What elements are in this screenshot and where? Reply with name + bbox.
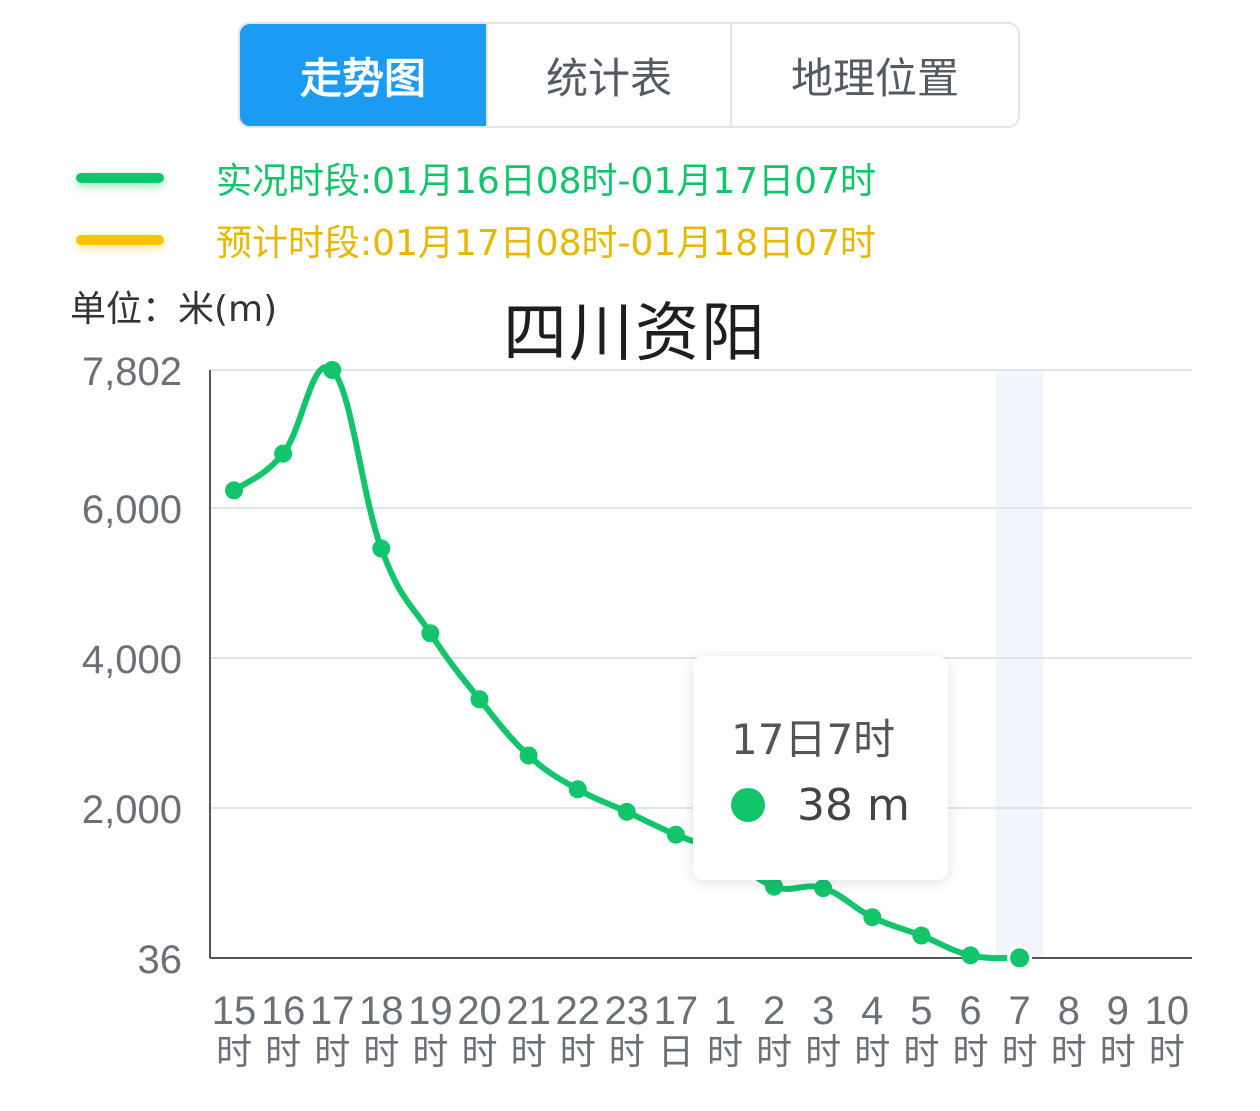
data-point bbox=[814, 879, 833, 898]
x-tick-label: 17 bbox=[654, 989, 699, 1033]
data-point bbox=[519, 746, 538, 765]
legend-observed: 实况时段:01月16日08时-01月17日07时 bbox=[76, 148, 876, 208]
data-point bbox=[274, 444, 293, 463]
data-point bbox=[421, 624, 440, 643]
legend-forecast-label: 预计时段:01月17日08时-01月18日07时 bbox=[216, 223, 876, 264]
x-tick-label: 时 bbox=[511, 1032, 547, 1073]
x-tick-label: 时 bbox=[952, 1032, 988, 1073]
data-point bbox=[666, 825, 685, 844]
x-tick-label: 6 bbox=[959, 989, 981, 1033]
tooltip-series-dot bbox=[731, 788, 765, 822]
x-tick-label: 20 bbox=[457, 989, 502, 1033]
tooltip-value-row: 38 m bbox=[797, 780, 910, 831]
x-tick-label: 8 bbox=[1058, 989, 1080, 1033]
x-tick-label: 日 bbox=[658, 1032, 694, 1073]
tab-location[interactable]: 地理位置 bbox=[730, 24, 1018, 126]
x-tick-label: 21 bbox=[506, 989, 551, 1033]
x-tick-label: 时 bbox=[756, 1032, 792, 1073]
x-tick-label: 7 bbox=[1008, 989, 1030, 1033]
x-tick-label: 时 bbox=[265, 1032, 301, 1073]
view-tabs: 走势图 统计表 地理位置 bbox=[238, 22, 1020, 128]
y-tick-label: 36 bbox=[138, 938, 183, 982]
y-tick-label: 4,000 bbox=[82, 638, 182, 682]
tooltip-unit: m bbox=[867, 780, 910, 831]
x-tick-label: 19 bbox=[408, 989, 453, 1033]
tab-trend[interactable]: 走势图 bbox=[240, 24, 486, 126]
legend-forecast: 预计时段:01月17日08时-01月18日07时 bbox=[76, 210, 876, 270]
x-tick-label: 10 bbox=[1145, 989, 1190, 1033]
x-tick-label: 时 bbox=[1100, 1032, 1136, 1073]
unit-label: 单位：米(m) bbox=[70, 289, 278, 330]
tab-statistics[interactable]: 统计表 bbox=[486, 24, 730, 126]
y-tick-label: 2,000 bbox=[82, 788, 182, 832]
data-point bbox=[765, 877, 784, 896]
x-tick-label: 2 bbox=[763, 989, 785, 1033]
x-tick-label: 时 bbox=[314, 1032, 350, 1073]
x-tick-label: 1 bbox=[714, 989, 736, 1033]
x-tick-label: 15 bbox=[212, 989, 257, 1033]
x-tick-label: 3 bbox=[812, 989, 834, 1033]
x-tick-label: 时 bbox=[560, 1032, 596, 1073]
x-tick-label: 时 bbox=[805, 1032, 841, 1073]
x-tick-label: 17 bbox=[310, 989, 355, 1033]
x-tick-label: 9 bbox=[1107, 989, 1129, 1033]
x-tick-label: 23 bbox=[605, 989, 650, 1033]
y-tick-label: 6,000 bbox=[82, 488, 182, 532]
y-tick-label: 7,802 bbox=[82, 350, 182, 394]
x-tick-label: 时 bbox=[854, 1032, 890, 1073]
x-tick-label: 4 bbox=[861, 989, 883, 1033]
data-point bbox=[961, 946, 980, 965]
x-tick-label: 18 bbox=[359, 989, 404, 1033]
tooltip-time: 17日7时 bbox=[731, 715, 896, 764]
legend-observed-label: 实况时段:01月16日08时-01月17日07时 bbox=[216, 161, 876, 202]
x-tick-label: 时 bbox=[461, 1032, 497, 1073]
x-tick-label: 22 bbox=[555, 989, 600, 1033]
data-tooltip: 17日7时 38 m bbox=[693, 656, 948, 880]
x-tick-label: 时 bbox=[1149, 1032, 1185, 1073]
data-point bbox=[863, 908, 882, 927]
x-tick-label: 时 bbox=[412, 1032, 448, 1073]
data-point bbox=[617, 802, 636, 821]
x-tick-label: 时 bbox=[707, 1032, 743, 1073]
data-point bbox=[912, 926, 931, 945]
x-tick-label: 时 bbox=[1051, 1032, 1087, 1073]
data-point bbox=[470, 690, 489, 709]
legend-forecast-swatch bbox=[76, 235, 164, 245]
data-point bbox=[323, 361, 342, 379]
data-point bbox=[372, 539, 391, 558]
legend-observed-swatch bbox=[76, 173, 164, 183]
tooltip-value: 38 bbox=[797, 780, 853, 831]
highlight-band bbox=[995, 370, 1044, 958]
x-tick-label: 时 bbox=[903, 1032, 939, 1073]
data-point bbox=[1007, 945, 1033, 971]
data-point bbox=[568, 780, 587, 799]
x-tick-label: 5 bbox=[910, 989, 932, 1033]
chart-title: 四川资阳 bbox=[503, 297, 767, 371]
x-tick-label: 时 bbox=[363, 1032, 399, 1073]
data-point bbox=[225, 481, 243, 500]
x-tick-label: 时 bbox=[1002, 1032, 1038, 1073]
x-tick-label: 16 bbox=[261, 989, 306, 1033]
x-tick-label: 时 bbox=[216, 1032, 252, 1073]
x-tick-label: 时 bbox=[609, 1032, 645, 1073]
